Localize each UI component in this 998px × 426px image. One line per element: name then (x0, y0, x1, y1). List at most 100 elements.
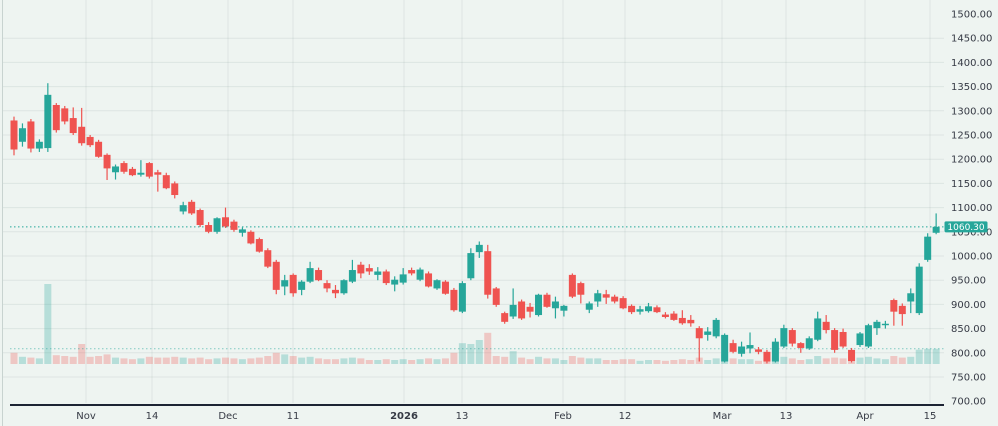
candle-body (628, 305, 636, 313)
candle-body (619, 298, 627, 309)
volume-bar (441, 358, 449, 364)
price-axis-label: 1300.00 (951, 106, 992, 117)
volume-bar (915, 349, 923, 364)
volume-bar (822, 358, 830, 364)
volume-bar (331, 359, 339, 364)
candle-body (585, 303, 593, 310)
candle-body (738, 346, 746, 354)
volume-bar (137, 358, 145, 364)
candle-body (137, 172, 145, 175)
candle-body (611, 296, 619, 302)
volume-bar (526, 359, 534, 364)
volume-bar (585, 358, 593, 364)
candle-body (315, 270, 323, 281)
price-axis[interactable] (944, 0, 998, 405)
candle-body (78, 126, 86, 144)
candle-body (365, 268, 373, 272)
volume-bar (645, 360, 652, 364)
volume-bar (52, 355, 60, 364)
candle-body (788, 330, 796, 344)
candle-wick (140, 160, 142, 177)
candle-body (535, 294, 543, 316)
candle-body (348, 270, 356, 282)
price-axis-labels: 1500.00 1450.00 1400.00 1350.00 1300.00 1250.… (951, 10, 992, 408)
volume-bar (543, 358, 551, 364)
candle-body (374, 271, 382, 275)
candle-body (848, 349, 856, 362)
candle-body (526, 306, 534, 312)
volume-bar (145, 356, 153, 364)
volume-bar (484, 332, 492, 364)
last-price-badge-value: 1060.30 (947, 223, 984, 233)
time-axis-labels: Nov 14 Dec 11 2026 13 Feb 12 Mar 13 Apr 15 (76, 411, 936, 422)
volume-bar (289, 356, 297, 364)
volume-bar (907, 356, 915, 364)
last-price-badge: 1060.30 (944, 221, 988, 233)
time-axis[interactable] (3, 406, 998, 426)
last-price-badge-background (944, 221, 988, 233)
candle-body (230, 221, 238, 230)
volume-bar (568, 356, 576, 364)
volume-bar (628, 359, 636, 364)
time-axis-label: Dec (218, 411, 237, 422)
time-axis-label: Nov (76, 411, 96, 422)
candle-body (814, 318, 822, 340)
candle-body (205, 225, 213, 232)
candle-body (636, 309, 644, 312)
candle-body (196, 210, 204, 226)
price-axis-label: 1200.00 (951, 155, 992, 166)
candle-body (61, 108, 69, 122)
volume-bar (619, 359, 627, 364)
candle-body (35, 141, 43, 149)
candle-body (112, 166, 120, 173)
volume-bar (196, 357, 204, 364)
price-axis-label: 1450.00 (951, 34, 992, 45)
candle-body (475, 244, 483, 253)
candle-body (238, 229, 246, 233)
volume-bar (179, 357, 187, 364)
volume-bar (492, 356, 500, 364)
candle-body (653, 307, 661, 313)
candle-body (27, 121, 35, 149)
candle-body (467, 253, 475, 279)
volume-bar (873, 358, 881, 364)
volume-bar (518, 357, 526, 364)
volume-bar (391, 360, 399, 364)
candle-body (543, 294, 551, 307)
candle-body (822, 321, 830, 331)
candle-body (441, 281, 449, 294)
chart-pane[interactable] (3, 0, 944, 405)
candle-body (425, 273, 433, 287)
volume-bar (856, 357, 864, 364)
candle-body (763, 351, 771, 362)
volume-bar (112, 357, 120, 364)
volume-bar (340, 358, 348, 364)
candle-body (128, 168, 136, 176)
volume-bar (306, 356, 314, 364)
volume-bar (924, 348, 932, 364)
volume-bar (281, 354, 289, 364)
volume-bar (103, 354, 111, 364)
price-axis-label: 1250.00 (951, 131, 992, 142)
candle-body (898, 305, 906, 315)
volume-bar (433, 359, 441, 364)
candle-body (492, 288, 500, 305)
candle-body (594, 293, 602, 302)
volume-bar (814, 356, 822, 364)
candle-wick (893, 298, 895, 326)
volume-bar (425, 358, 433, 364)
candle-body (712, 319, 720, 337)
volume-bar (272, 352, 280, 364)
volume-bar (128, 359, 136, 364)
volume-bar (712, 358, 720, 364)
time-axis-label: Mar (713, 411, 733, 422)
candle-body (501, 313, 509, 322)
candle-body (856, 333, 864, 346)
candle-body (391, 279, 399, 285)
candle-body (44, 94, 52, 149)
candle-body (890, 300, 898, 312)
volume-bar (298, 357, 306, 364)
candle-body (272, 261, 280, 290)
